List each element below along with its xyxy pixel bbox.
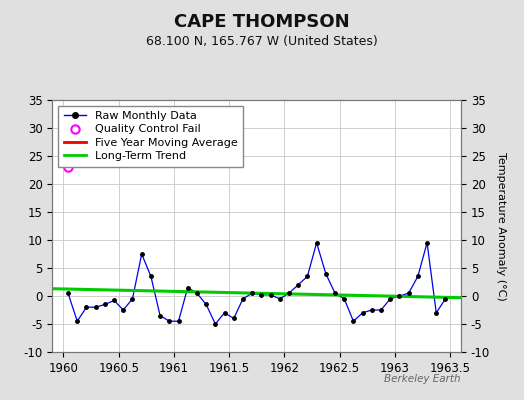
Text: CAPE THOMPSON: CAPE THOMPSON bbox=[174, 13, 350, 31]
Y-axis label: Temperature Anomaly (°C): Temperature Anomaly (°C) bbox=[496, 152, 506, 300]
Legend: Raw Monthly Data, Quality Control Fail, Five Year Moving Average, Long-Term Tren: Raw Monthly Data, Quality Control Fail, … bbox=[58, 106, 243, 167]
Text: 68.100 N, 165.767 W (United States): 68.100 N, 165.767 W (United States) bbox=[146, 36, 378, 48]
Text: Berkeley Earth: Berkeley Earth bbox=[385, 374, 461, 384]
